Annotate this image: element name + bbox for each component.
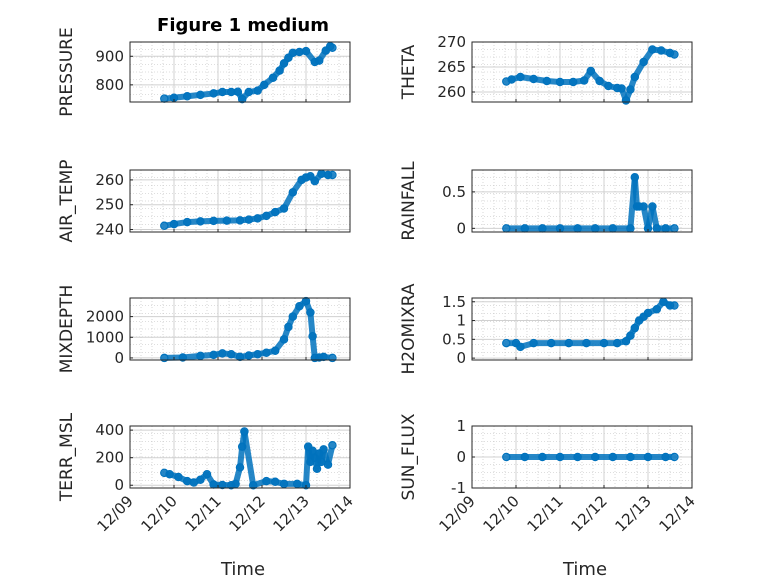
y-tick-label: 0: [114, 349, 124, 367]
y-tick-label: 250: [95, 196, 124, 214]
x-tick-label: 12/14: [656, 492, 699, 535]
series-trace: [667, 50, 678, 58]
series-trace: [307, 309, 316, 340]
y-axis-label: TERR_MSL: [57, 412, 77, 502]
x-tick-label: 12/10: [480, 492, 523, 535]
series-trace: [237, 443, 246, 471]
axes-box: [129, 41, 351, 103]
y-tick-label: 0: [456, 448, 466, 466]
y-axis-label: MIXDEPTH: [57, 285, 77, 374]
y-tick-label: 0: [114, 476, 124, 494]
series-trace: [281, 189, 296, 212]
panel-8: -1 0 1 SUN_FLUX 12/09 12/10 12/11 12/12 12/13 12/…: [399, 413, 699, 535]
x-tick-label: 12/13: [270, 492, 313, 535]
y-tick-label: 0.5: [442, 183, 466, 201]
panel-7: 0 200 400 TERR_MSL 12/09 12/10 12/11 12/12 12/13…: [57, 412, 357, 535]
axes-box: [129, 169, 351, 233]
y-axis-label: RAINFALL: [399, 161, 419, 241]
series-trace: [309, 333, 318, 361]
y-axis-label: H2OMIXRA: [399, 283, 419, 374]
y-tick-label: 240: [95, 221, 124, 239]
series-trace: [327, 43, 336, 51]
y-tick-label: 1: [456, 417, 466, 435]
panel-3: 240 250 260 AIR_TEMP: [57, 160, 351, 243]
y-tick-label: 0.5: [442, 330, 466, 348]
panel-6: 00.511.5 H2OMIXRA: [399, 283, 693, 375]
y-tick-label: -1: [451, 479, 466, 497]
x-tick-label: 12/12: [226, 492, 269, 535]
x-tick-label: 12/10: [138, 492, 181, 535]
y-axis-label: THETA: [399, 44, 419, 100]
series-trace: [325, 442, 336, 468]
y-tick-label: 900: [95, 47, 124, 65]
panel-1: 800 900 PRESSURE: [57, 27, 351, 117]
x-axis-label-right: Time: [562, 559, 607, 580]
series-trace: [631, 174, 640, 210]
series-trace: [649, 203, 660, 232]
y-axis-label: PRESSURE: [57, 27, 77, 116]
axes-box: [471, 169, 693, 233]
panel-2: 260 265 270 THETA: [399, 33, 693, 105]
x-tick-label: 12/09: [436, 492, 479, 535]
x-tick-label: 12/14: [314, 492, 357, 535]
y-tick-label: 1.5: [442, 293, 466, 311]
y-tick-label: 260: [95, 171, 124, 189]
y-tick-label: 800: [95, 76, 124, 94]
y-tick-label: 0: [456, 219, 466, 237]
series-trace: [241, 428, 257, 489]
panel-4: 0 0.5 RAINFALL: [399, 161, 693, 241]
y-tick-label: 1000: [86, 328, 124, 346]
y-tick-label: 265: [437, 58, 466, 76]
y-axis-label: AIR_TEMP: [57, 160, 77, 243]
panel-5: 0 1000 2000 MIXDEPTH: [57, 285, 351, 374]
x-tick-label: 12/11: [524, 492, 567, 535]
y-tick-label: 200: [95, 449, 124, 467]
y-tick-label: 270: [437, 33, 466, 51]
y-tick-label: 0: [456, 349, 466, 367]
axes-box: [129, 297, 351, 361]
y-axis-label: SUN_FLUX: [399, 413, 419, 500]
y-tick-label: 1: [456, 312, 466, 330]
x-tick-label: 12/13: [612, 492, 655, 535]
y-tick-label: 2000: [86, 308, 124, 326]
x-tick-label: 12/12: [568, 492, 611, 535]
y-tick-label: 260: [437, 83, 466, 101]
x-tick-label: 12/09: [94, 492, 137, 535]
axes-box: [471, 41, 693, 103]
axes-box: [471, 297, 693, 361]
x-tick-label: 12/11: [182, 492, 225, 535]
figure-title: Figure 1 medium: [157, 15, 329, 36]
y-tick-label: 400: [95, 421, 124, 439]
axes-box: [129, 425, 351, 489]
series-trace: [320, 353, 336, 361]
x-axis-label-left: Time: [220, 559, 265, 580]
